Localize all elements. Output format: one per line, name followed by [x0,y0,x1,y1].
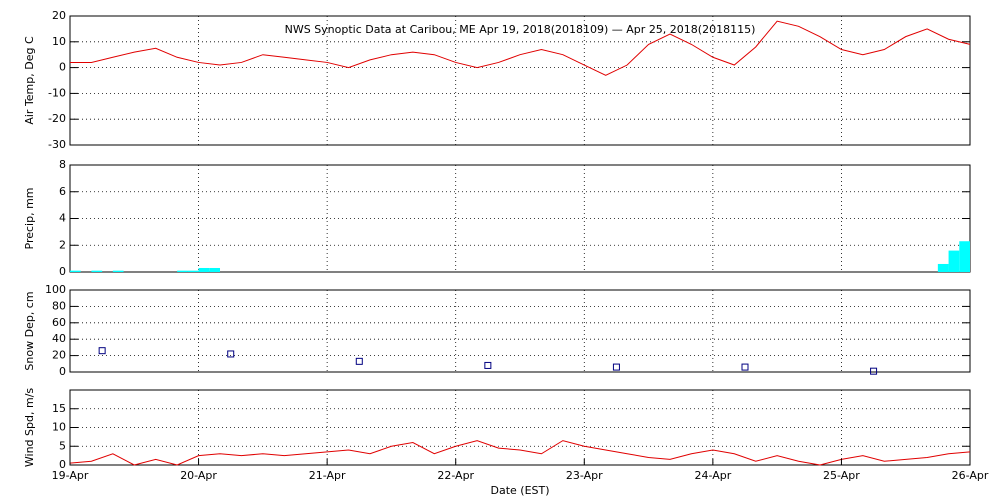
y-tick-label: 15 [52,402,66,415]
bar [112,270,124,272]
bar [209,267,220,272]
point [355,357,363,365]
point [741,363,749,371]
y-tick-label: 10 [52,35,66,48]
bar [937,263,949,272]
point [612,363,620,371]
y-tick-label: 60 [52,316,66,329]
y-tick-label: -10 [48,86,66,99]
x-axis-label: Date (EST) [490,484,549,497]
data-line [70,20,971,76]
x-tick-label: 25-Apr [823,469,860,482]
y-axis-label: Wind Spd, m/s [23,388,36,468]
data-line [69,440,971,466]
bar [198,267,210,272]
y-axis-label: Precip, mm [23,188,36,250]
y-tick-label: 8 [59,158,66,171]
point [870,367,878,375]
plot-frame [69,164,971,273]
y-tick-label: 4 [59,212,66,225]
plot-frame [69,389,971,466]
chart-title: NWS Synoptic Data at Caribou, ME Apr 19,… [285,23,756,36]
plot-frame [69,289,971,373]
x-tick-label: 20-Apr [180,469,217,482]
point [98,347,106,355]
point [227,350,235,358]
y-tick-label: 2 [59,238,66,251]
y-axis-label: Air Temp, Deg C [23,36,36,125]
bar [91,270,103,272]
y-tick-label: 0 [59,61,66,74]
y-tick-label: 0 [59,365,66,378]
y-tick-label: 5 [59,439,66,452]
bar [959,241,970,272]
y-tick-label: -30 [48,138,66,151]
y-tick-label: 10 [52,421,66,434]
x-tick-label: 23-Apr [566,469,603,482]
point [484,361,492,369]
bar [70,270,81,272]
y-tick-label: 80 [52,299,66,312]
bar [187,270,199,272]
y-axis-label: Snow Dep, cm [23,291,36,370]
y-tick-label: 6 [59,185,66,198]
y-tick-label: 0 [59,265,66,278]
y-tick-label: 100 [45,283,66,296]
plot-frame [69,15,971,146]
bar [177,270,188,272]
y-tick-label: 40 [52,332,66,345]
y-tick-label: -20 [48,112,66,125]
x-tick-label: 24-Apr [694,469,731,482]
y-tick-label: 0 [59,458,66,471]
y-tick-label: 20 [52,9,66,22]
x-tick-label: 19-Apr [52,469,89,482]
x-tick-label: 26-Apr [952,469,989,482]
y-tick-label: 20 [52,349,66,362]
x-tick-label: 22-Apr [437,469,474,482]
x-tick-label: 21-Apr [309,469,346,482]
bar [948,250,960,272]
